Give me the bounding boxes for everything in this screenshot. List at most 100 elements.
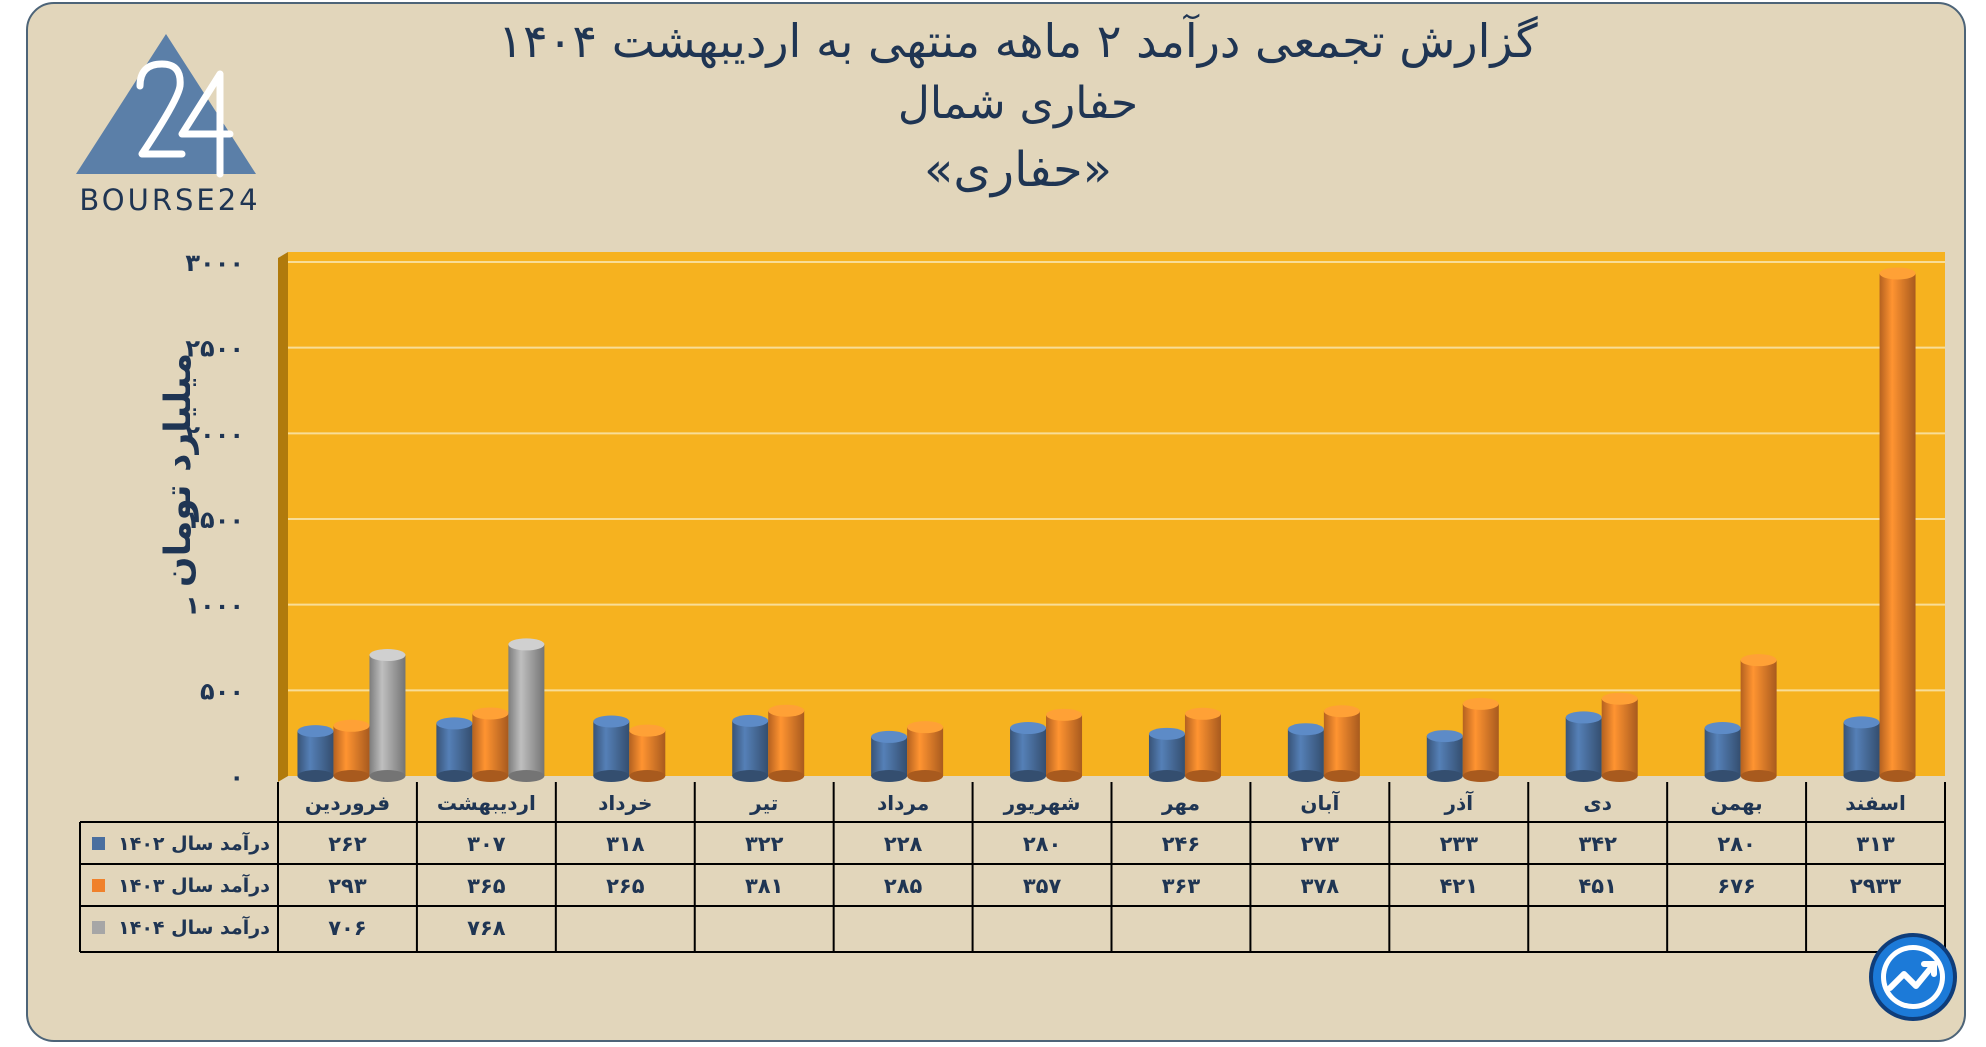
bar-base xyxy=(508,770,545,782)
bar xyxy=(871,730,908,782)
bar-base xyxy=(472,770,509,782)
bar-base xyxy=(907,770,944,782)
data-label: ۲۷۳ xyxy=(1301,832,1340,856)
bar-base xyxy=(1879,770,1916,782)
bar-body xyxy=(768,710,805,776)
logo-mark-4 xyxy=(178,70,234,178)
data-label: ۲۹۳ xyxy=(328,874,367,898)
bar-top xyxy=(768,704,805,717)
bar-top xyxy=(1704,722,1741,735)
y-tick-label: ۱۰۰۰ xyxy=(185,592,244,620)
y-tick-label: ۵۰۰ xyxy=(200,677,244,705)
x-category-label: مهر xyxy=(1161,791,1200,815)
bar-body xyxy=(1148,733,1185,776)
trend-badge-icon xyxy=(1869,933,1957,1021)
bar xyxy=(1184,707,1221,782)
x-category-label: آبان xyxy=(1300,790,1340,815)
bar-top xyxy=(1426,730,1463,743)
data-label: ۳۲۲ xyxy=(745,832,784,856)
bar-body xyxy=(508,644,545,776)
bar-top xyxy=(472,707,509,720)
bar-body xyxy=(472,713,509,776)
bar-top xyxy=(1010,722,1047,735)
bar xyxy=(629,724,666,782)
data-label: ۲۳۳ xyxy=(1440,832,1479,856)
bar xyxy=(1740,654,1777,782)
bar-body xyxy=(1010,728,1047,776)
bar-body xyxy=(1601,698,1638,776)
bar xyxy=(1323,705,1360,782)
bar xyxy=(1601,692,1638,782)
bar-top xyxy=(1462,697,1499,710)
chart-title: گزارش تجمعی درآمد ۲ ماهه منتهی به اردیبه… xyxy=(498,14,1538,68)
bar xyxy=(333,719,370,782)
legend-swatch xyxy=(92,921,105,934)
bar xyxy=(907,721,944,782)
x-category-label: دی xyxy=(1583,791,1612,815)
bar xyxy=(593,715,630,782)
bar-base xyxy=(1287,770,1324,782)
legend-label: درآمد سال ۱۴۰۳ xyxy=(118,873,270,897)
bar-body xyxy=(1323,711,1360,776)
chart-subtitle-symbol: «حفاری» xyxy=(923,142,1113,198)
bar-base xyxy=(369,770,406,782)
bar-top xyxy=(732,714,769,727)
x-category-label: مرداد xyxy=(877,791,929,815)
bar xyxy=(1046,708,1083,782)
legend-swatch xyxy=(92,837,105,850)
y-axis-title: میلیارد تومان xyxy=(158,353,199,587)
data-label: ۳۱۳ xyxy=(1856,832,1895,856)
data-label: ۲۸۰ xyxy=(1717,832,1755,856)
logo-mark-2 xyxy=(136,60,186,158)
bar-top xyxy=(1046,708,1083,721)
legend-swatch xyxy=(92,879,105,892)
bar-body xyxy=(629,730,666,776)
bar-top xyxy=(871,730,908,743)
bar-body xyxy=(333,725,370,776)
y-tick-label: ۱۵۰۰ xyxy=(185,506,244,534)
logo-triangle xyxy=(76,34,256,174)
bar-base xyxy=(871,770,908,782)
data-label: ۲۸۵ xyxy=(884,874,923,898)
bar xyxy=(732,714,769,782)
bar xyxy=(297,725,334,782)
data-label: ۲۸۰ xyxy=(1023,832,1061,856)
bar-body xyxy=(1462,703,1499,776)
x-category-label: فروردین xyxy=(305,791,390,815)
bar-body xyxy=(1184,713,1221,776)
bar-body xyxy=(593,721,630,776)
bar-top xyxy=(1740,654,1777,667)
legend-label: درآمد سال ۱۴۰۴ xyxy=(118,915,270,939)
bar xyxy=(1287,723,1324,782)
bar-top xyxy=(508,638,545,651)
bar-base xyxy=(1740,770,1777,782)
bar xyxy=(1843,716,1880,782)
bar-top xyxy=(629,724,666,737)
bar-base xyxy=(1046,770,1083,782)
bar-base xyxy=(1462,770,1499,782)
data-label: ۲۶۵ xyxy=(606,874,645,898)
bar-body xyxy=(1879,273,1916,776)
bar-body xyxy=(907,727,944,776)
legend-label: درآمد سال ۱۴۰۲ xyxy=(118,831,270,855)
bar xyxy=(508,638,545,782)
data-label: ۳۴۲ xyxy=(1578,832,1617,856)
bar-body xyxy=(297,731,334,776)
bourse24-logo xyxy=(76,34,256,178)
bar xyxy=(436,717,473,782)
plot-area xyxy=(288,252,1945,776)
bar-body xyxy=(1704,728,1741,776)
data-label: ۲۲۸ xyxy=(884,832,923,856)
bar-body xyxy=(1426,736,1463,776)
data-label: ۲۴۶ xyxy=(1162,832,1200,856)
bar xyxy=(768,704,805,782)
x-category-label: آذر xyxy=(1443,790,1474,815)
bar-top xyxy=(1565,711,1602,724)
bar-base xyxy=(629,770,666,782)
data-label: ۳۶۵ xyxy=(467,874,506,898)
bar-base xyxy=(593,770,630,782)
bar xyxy=(1879,267,1916,782)
bar-base xyxy=(1565,770,1602,782)
bar-base xyxy=(333,770,370,782)
